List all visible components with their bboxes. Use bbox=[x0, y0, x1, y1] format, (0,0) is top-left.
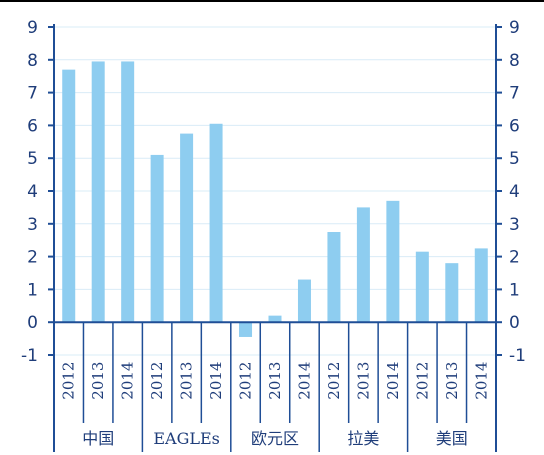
right-y-tick-label: 0 bbox=[509, 313, 520, 333]
left-y-tick-label: 2 bbox=[27, 248, 38, 268]
right-y-tick-label: 2 bbox=[509, 248, 520, 268]
y-tick-labels: -1 -1 0 0 1 1 2 2 3 3 4 4 5 5 6 6 7 7 8 8 9 9 bbox=[21, 18, 526, 366]
bar bbox=[121, 61, 135, 323]
left-y-tick-label: -1 bbox=[21, 346, 38, 366]
bar bbox=[386, 200, 400, 323]
left-y-tick-label: 9 bbox=[27, 18, 38, 38]
year-label: 2014 bbox=[472, 362, 490, 400]
bar bbox=[445, 263, 459, 323]
left-y-tick-label: 5 bbox=[27, 149, 38, 169]
year-label: 2014 bbox=[295, 362, 313, 400]
bar bbox=[180, 133, 194, 323]
bar bbox=[209, 123, 223, 323]
bar bbox=[327, 232, 341, 323]
year-label: 2014 bbox=[207, 362, 225, 400]
year-label: 2013 bbox=[266, 362, 284, 400]
right-y-tick-label: 8 bbox=[509, 51, 520, 71]
left-y-tick-label: 1 bbox=[27, 280, 38, 300]
year-label: 2012 bbox=[413, 362, 431, 400]
group-label: 拉美 bbox=[347, 429, 379, 448]
year-label: 2012 bbox=[237, 362, 255, 400]
bar-series bbox=[62, 61, 488, 337]
left-y-tick-label: 7 bbox=[27, 84, 38, 104]
right-y-tick-label: 9 bbox=[509, 18, 520, 38]
group-label: EAGLEs bbox=[153, 429, 220, 448]
right-y-tick-label: 7 bbox=[509, 84, 520, 104]
right-y-tick-label: 4 bbox=[509, 182, 520, 202]
bar bbox=[62, 69, 76, 323]
year-label: 2014 bbox=[384, 362, 402, 400]
bar bbox=[150, 154, 164, 323]
right-y-tick-label: 1 bbox=[509, 280, 520, 300]
group-label: 欧元区 bbox=[251, 429, 299, 448]
right-y-tick-label: 6 bbox=[509, 116, 520, 136]
group-label: 中国 bbox=[82, 429, 114, 448]
left-y-tick-label: 3 bbox=[27, 215, 38, 235]
bar bbox=[297, 279, 311, 323]
bar bbox=[474, 248, 488, 323]
right-y-tick-label: 3 bbox=[509, 215, 520, 235]
year-label: 2013 bbox=[89, 362, 107, 400]
year-label: 2014 bbox=[119, 362, 137, 400]
bar bbox=[356, 207, 370, 323]
year-label: 2013 bbox=[443, 362, 461, 400]
left-y-tick-label: 4 bbox=[27, 182, 38, 202]
left-y-tick-label: 6 bbox=[27, 116, 38, 136]
left-y-tick-label: 8 bbox=[27, 51, 38, 71]
bar bbox=[239, 322, 253, 337]
bar bbox=[91, 61, 105, 323]
bar bbox=[268, 315, 282, 323]
year-label: 2012 bbox=[325, 362, 343, 400]
year-label: 2012 bbox=[60, 362, 78, 400]
x-category-labels: 2012 2013 2014 中国 2012 2013 2014 EAGLEs 2012 2013… bbox=[60, 362, 491, 448]
year-label: 2013 bbox=[354, 362, 372, 400]
group-label: 美国 bbox=[436, 429, 468, 448]
year-label: 2012 bbox=[148, 362, 166, 400]
left-y-tick-label: 0 bbox=[27, 313, 38, 333]
right-y-tick-label: -1 bbox=[509, 346, 526, 366]
bar bbox=[415, 251, 429, 323]
axes bbox=[48, 24, 502, 452]
right-y-tick-label: 5 bbox=[509, 149, 520, 169]
year-label: 2013 bbox=[178, 362, 196, 400]
